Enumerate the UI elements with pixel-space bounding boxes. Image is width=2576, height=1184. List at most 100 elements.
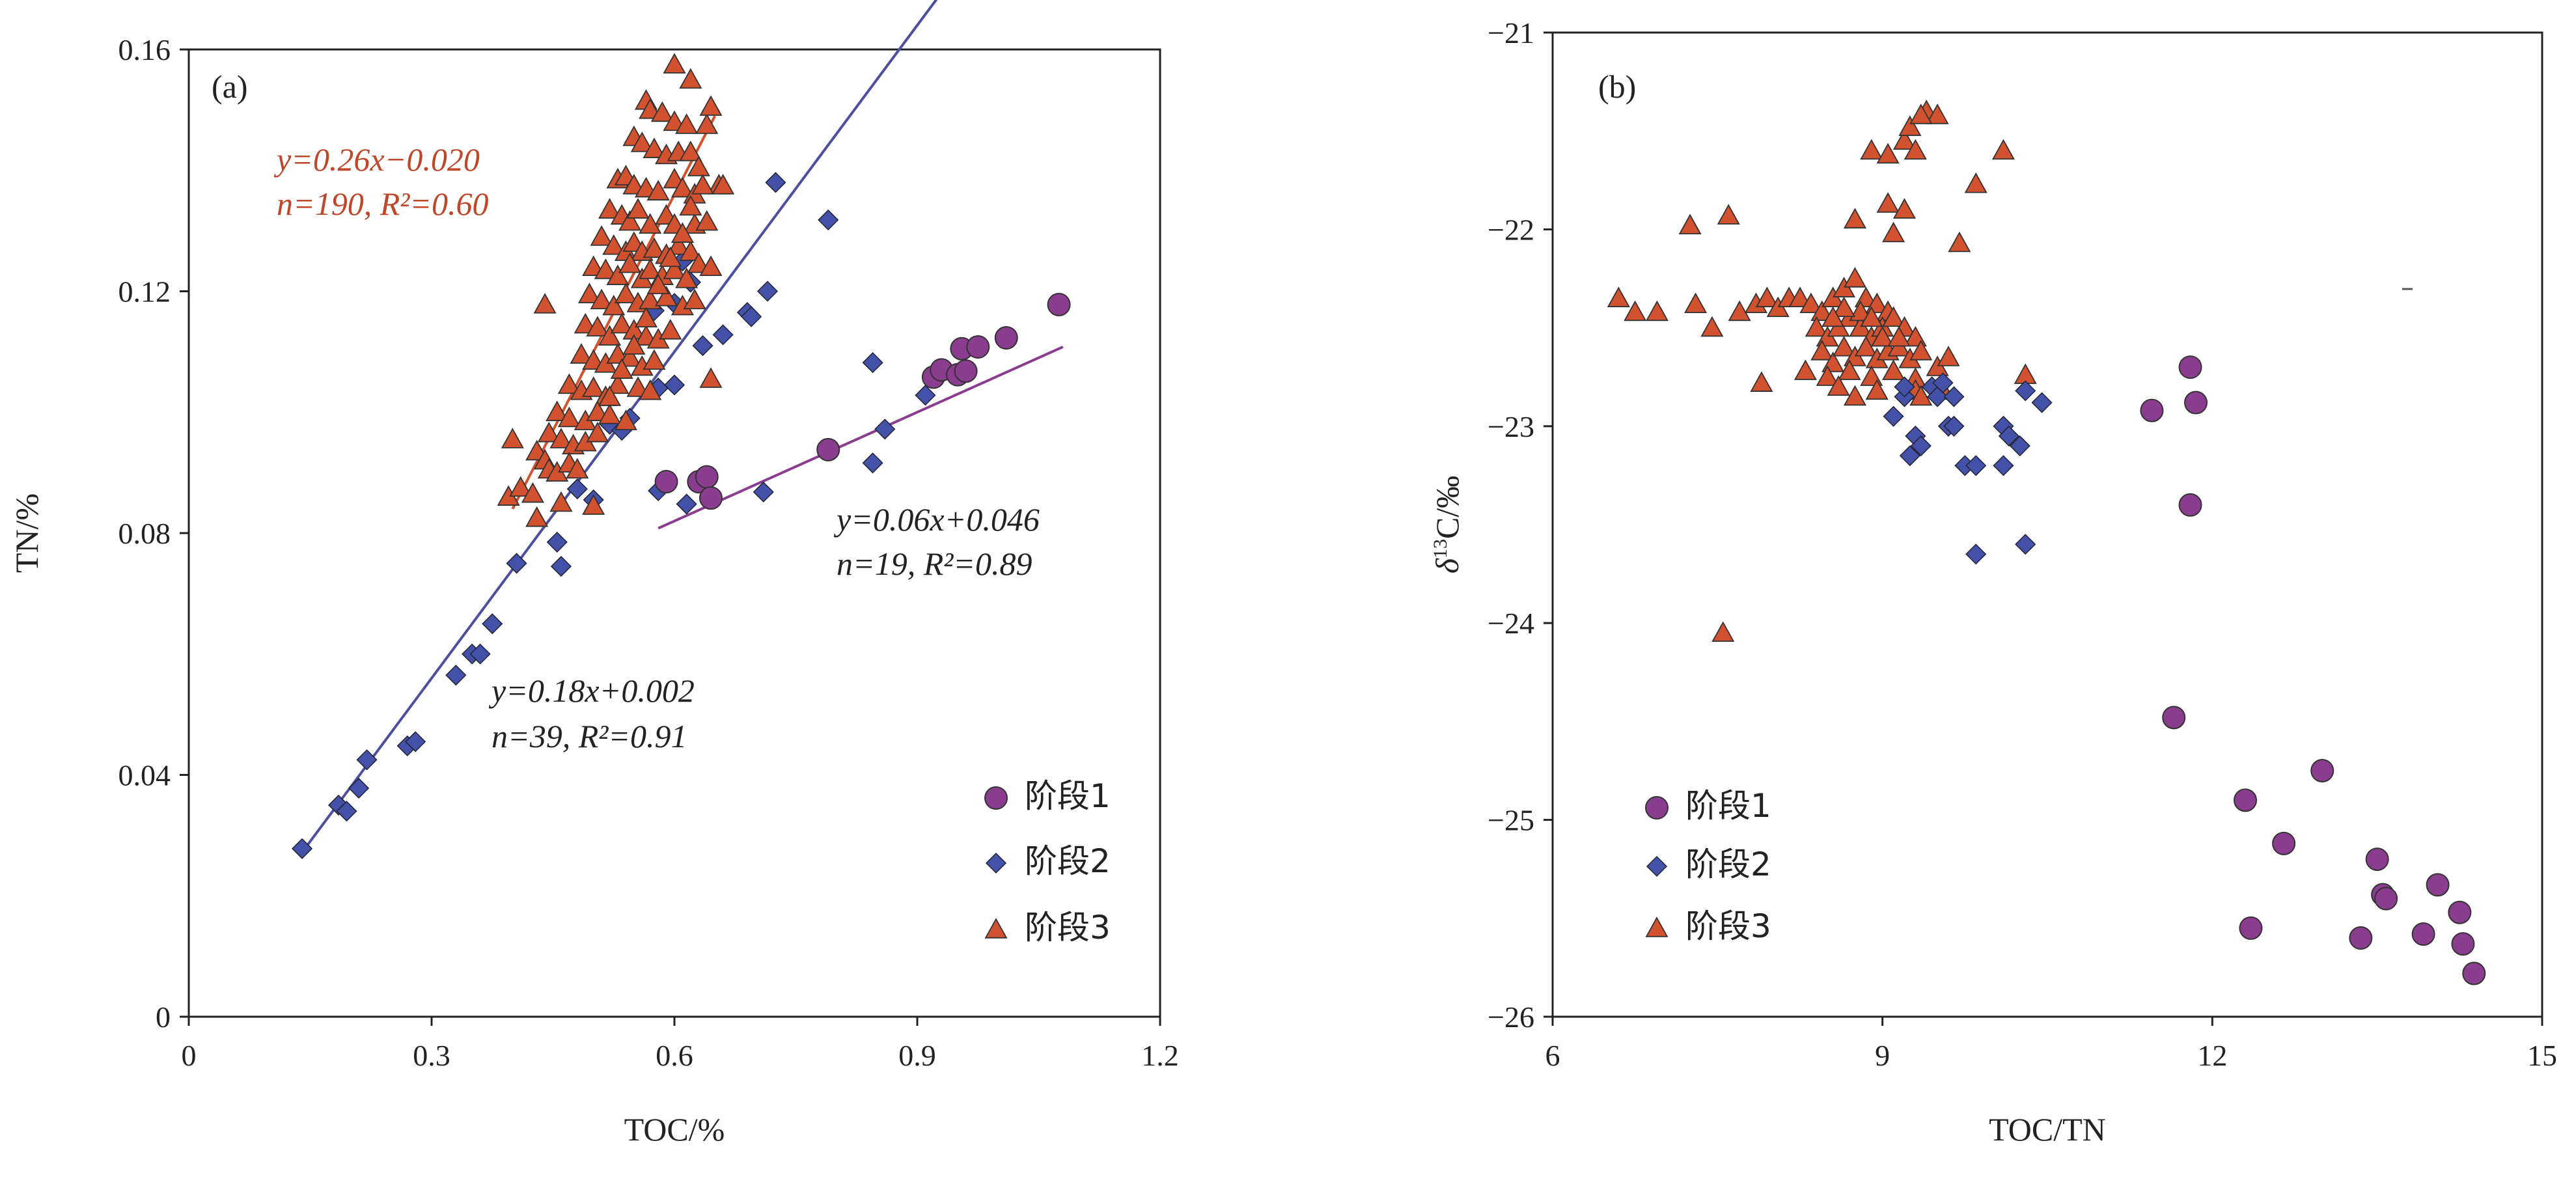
data-point-stage3 — [639, 288, 662, 310]
data-point-stage3 — [1843, 267, 1866, 288]
data-point-stage3 — [1700, 316, 1724, 337]
y-tick-label: −26 — [1488, 1000, 1534, 1034]
data-point-stage1 — [2462, 961, 2486, 985]
data-point-stage3 — [687, 156, 710, 176]
x-tick-label: 1.2 — [1141, 1039, 1179, 1072]
fit-equation: y=0.26x−0.020 — [273, 141, 480, 178]
x-axis-title: TOC/TN — [1989, 1111, 2106, 1148]
data-point-stage3 — [630, 131, 654, 152]
x-tick-label: 6 — [1545, 1039, 1560, 1072]
data-point-stage3 — [683, 288, 706, 310]
data-point-stage3 — [557, 373, 581, 394]
data-point-stage3 — [590, 225, 613, 246]
data-point-stage1 — [816, 437, 840, 461]
data-point-stage3 — [1794, 359, 1817, 380]
data-point-stage3 — [699, 255, 723, 277]
fit-line-stage2 — [301, 0, 938, 853]
data-point-stage3 — [574, 312, 597, 334]
data-point-stage3 — [1607, 286, 1630, 307]
data-point-stage2 — [712, 324, 734, 346]
data-point-stage2 — [566, 478, 588, 500]
data-point-stage3 — [639, 258, 662, 279]
data-point-stage3 — [533, 293, 557, 314]
data-point-stage2 — [546, 531, 568, 553]
panel-b: 6 9 12 15 −21 −22 −23 −24 −25 −26 TOC/TN δ13C/‰ (b) 阶… — [1429, 16, 2557, 1148]
data-point-stage2 — [506, 553, 527, 574]
legend-marker-stage2 — [985, 852, 1007, 874]
x-tick-label: 0.9 — [898, 1039, 936, 1072]
data-point-stage3 — [1882, 359, 1905, 380]
data-point-stage3 — [509, 476, 533, 497]
data-point-stage2 — [550, 556, 572, 577]
y-tick-label: −23 — [1488, 410, 1534, 443]
data-point-stage1 — [1047, 292, 1071, 316]
data-point-stage1 — [2411, 922, 2435, 946]
data-point-stage3 — [614, 282, 637, 303]
data-point-stage2 — [482, 613, 503, 635]
data-point-stage3 — [618, 210, 642, 231]
data-point-stage3 — [679, 240, 702, 261]
y-tick-label: −25 — [1488, 804, 1534, 837]
data-point-stage2 — [356, 749, 378, 771]
data-point-stage2 — [756, 281, 779, 302]
data-point-stage1 — [2310, 759, 2334, 782]
y-axis-title: δ13C/‰ — [1429, 476, 1465, 574]
data-point-stage1 — [2234, 788, 2257, 812]
data-point-stage3 — [639, 379, 662, 400]
data-point-stage3 — [618, 252, 642, 273]
legend-marker-stage3 — [984, 918, 1008, 939]
fit-stats: n=190, R²=0.60 — [277, 186, 489, 222]
data-point-stage3 — [1624, 300, 1647, 322]
data-point-stage3 — [1810, 300, 1834, 322]
data-point-stage1 — [954, 359, 978, 383]
data-point-stage3 — [1645, 300, 1669, 322]
data-point-stage1 — [2426, 873, 2450, 897]
data-point-stage2 — [1899, 445, 1920, 467]
data-point-stage2 — [692, 335, 713, 357]
data-point-stage1 — [2272, 831, 2296, 855]
data-point-stage3 — [598, 404, 622, 424]
data-point-stage3 — [598, 325, 622, 346]
data-point-stage3 — [537, 421, 561, 443]
data-point-stage2 — [1965, 455, 1987, 476]
data-point-stage2 — [336, 801, 357, 822]
data-point-stage3 — [659, 319, 682, 340]
data-point-stage3 — [691, 174, 715, 195]
data-point-stage3 — [622, 174, 646, 195]
data-point-stage3 — [598, 385, 622, 406]
data-point-stage2 — [765, 172, 786, 193]
data-point-stage3 — [582, 376, 605, 397]
x-tick-label: 9 — [1875, 1039, 1890, 1072]
data-point-stage3 — [695, 113, 719, 134]
data-point-stage3 — [577, 282, 601, 303]
data-point-stage3 — [501, 428, 524, 448]
x-tick-label: 12 — [2197, 1039, 2227, 1072]
data-point-stage3 — [1860, 306, 1883, 327]
y-tick-label: 0 — [156, 1000, 171, 1034]
data-point-stage3 — [699, 95, 723, 116]
data-point-stage3 — [1788, 286, 1812, 307]
data-point-stage3 — [598, 198, 622, 219]
data-point-stage2 — [2015, 380, 2036, 402]
data-point-stage3 — [643, 237, 666, 258]
y-axis-title-rest: C/‰ — [1429, 476, 1465, 539]
data-point-stage3 — [618, 346, 642, 367]
data-point-stage3 — [1892, 129, 1916, 150]
data-point-stage3 — [1827, 375, 1850, 396]
data-point-stage3 — [521, 482, 544, 503]
data-point-stage3 — [1882, 306, 1905, 327]
panel-label: (b) — [1598, 68, 1636, 105]
data-point-stage3 — [659, 246, 682, 268]
data-point-stage3 — [1717, 204, 1740, 225]
data-point-stage3 — [643, 349, 666, 370]
data-point-stage2 — [1910, 435, 1932, 457]
data-point-stage3 — [570, 343, 593, 364]
data-point-stage3 — [1865, 379, 1889, 400]
y-axis-title-delta: δ — [1429, 558, 1465, 573]
data-point-stage2 — [663, 374, 686, 396]
data-point-stage3 — [687, 252, 710, 273]
data-point-stage3 — [626, 376, 650, 397]
data-point-stage2 — [2009, 435, 2030, 457]
legend-marker-stage2 — [1646, 855, 1668, 877]
